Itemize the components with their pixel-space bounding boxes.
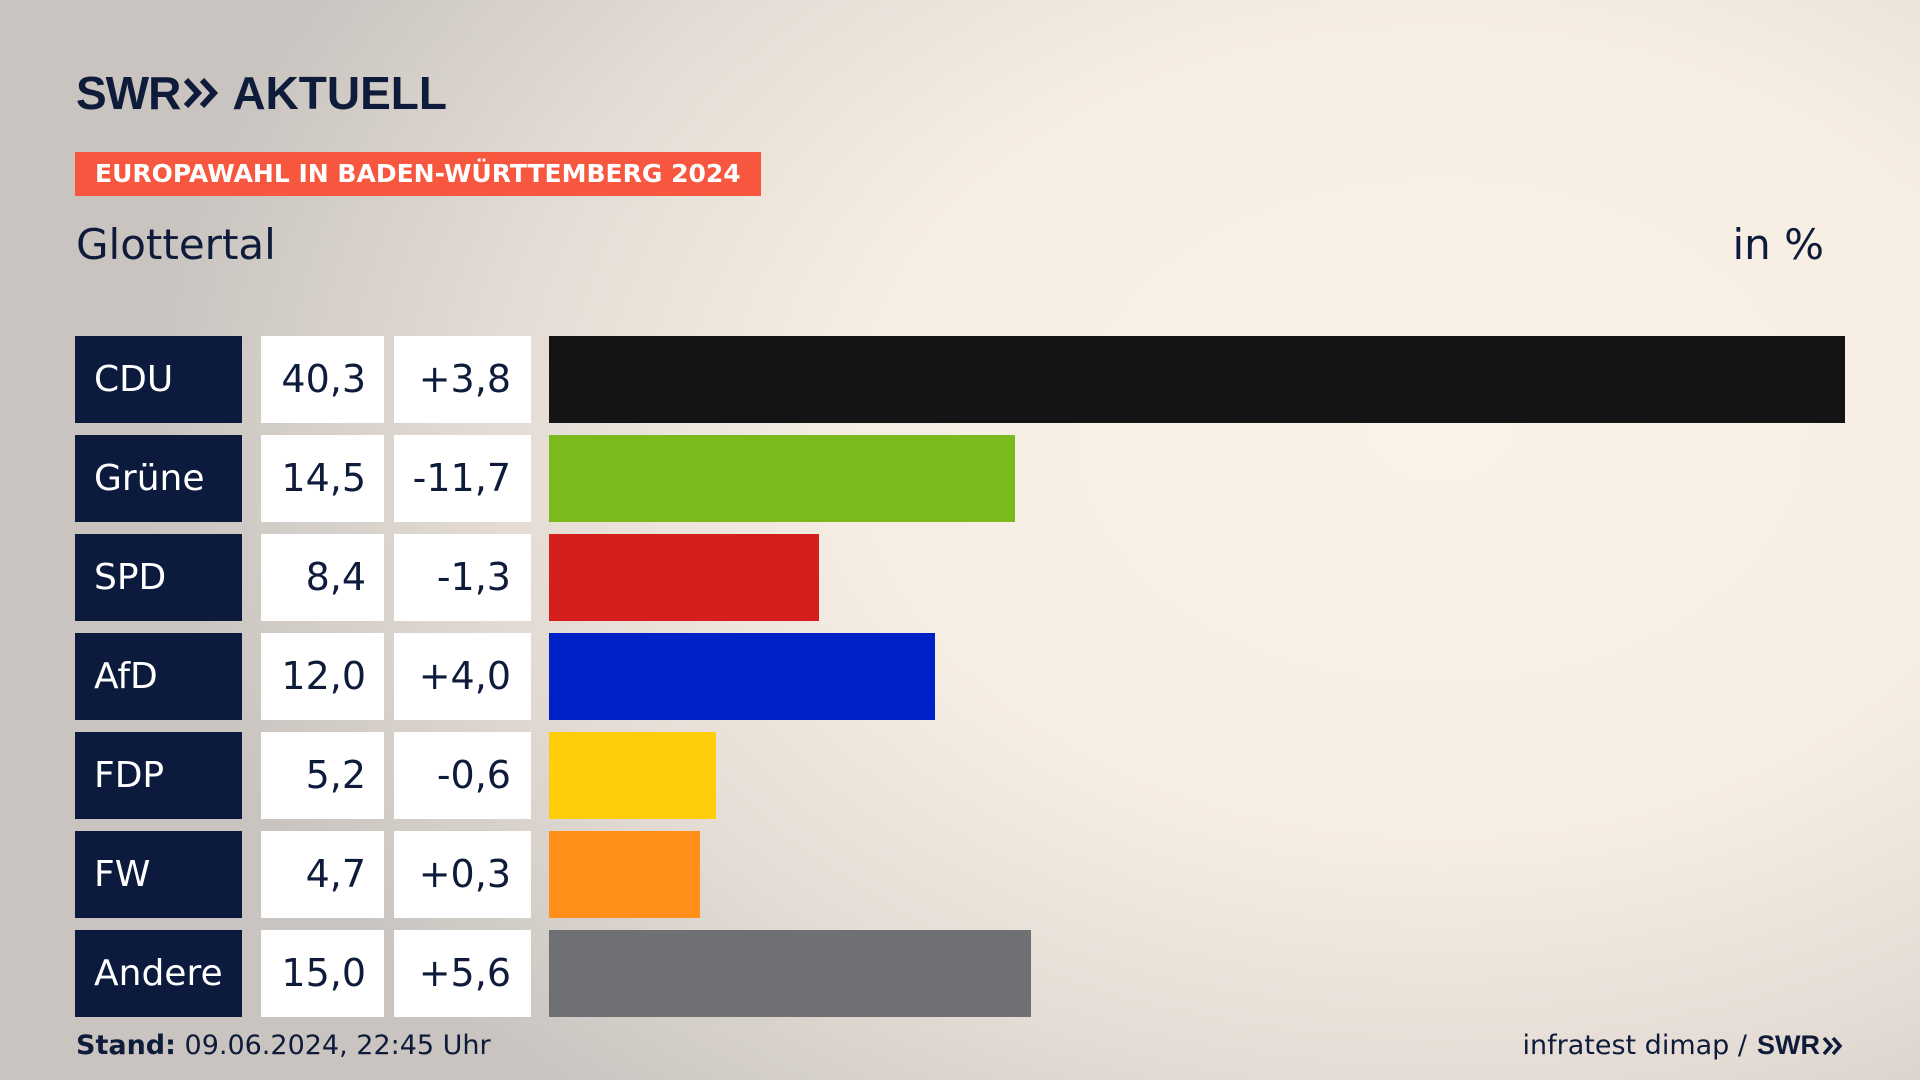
party-bar [549,435,1015,522]
party-name: CDU [75,336,242,423]
double-chevron-small-icon [1822,1036,1843,1055]
party-bar [549,930,1031,1017]
party-name: FDP [75,732,242,819]
party-value-label: 4,7 [261,831,384,918]
party-diff-label: +5,6 [394,930,531,1017]
party-diff-label: -0,6 [394,732,531,819]
party-name: SPD [75,534,242,621]
party-value-label: 40,3 [261,336,384,423]
party-name: Grüne [75,435,242,522]
party-value-label: 5,2 [261,732,384,819]
party-value-label: 15,0 [261,930,384,1017]
party-bar [549,831,700,918]
party-diff-label: +4,0 [394,633,531,720]
party-bar [549,336,1845,423]
stand-value: 09.06.2024, 22:45 Uhr [184,1030,491,1061]
party-value-label: 12,0 [261,633,384,720]
stand-label: Stand: [76,1030,176,1061]
party-name: FW [75,831,242,918]
party-diff-label: -11,7 [394,435,531,522]
source-text: infratest dimap / [1522,1030,1747,1061]
party-bar [549,633,935,720]
party-bar [549,732,716,819]
party-bar [549,534,819,621]
timestamp: Stand: 09.06.2024, 22:45 Uhr [76,1030,491,1061]
place-title: Glottertal [76,220,276,269]
swr-aktuell-logo: SWR AKTUELL [76,67,447,119]
election-tag: EUROPAWAHL IN BADEN-WÜRTTEMBERG 2024 [75,152,761,196]
party-diff-label: +0,3 [394,831,531,918]
logo-swr-text: SWR [76,67,181,119]
party-name: Andere [75,930,242,1017]
double-chevron-icon [184,77,219,109]
party-diff-label: -1,3 [394,534,531,621]
party-value-label: 14,5 [261,435,384,522]
party-diff-label: +3,8 [394,336,531,423]
party-value-label: 8,4 [261,534,384,621]
source-credit: infratest dimap / SWR [1522,1030,1844,1061]
logo-aktuell-text: AKTUELL [232,67,447,119]
source-logo-text: SWR [1757,1030,1820,1060]
party-name: AfD [75,633,242,720]
unit-label: in % [1732,220,1824,269]
